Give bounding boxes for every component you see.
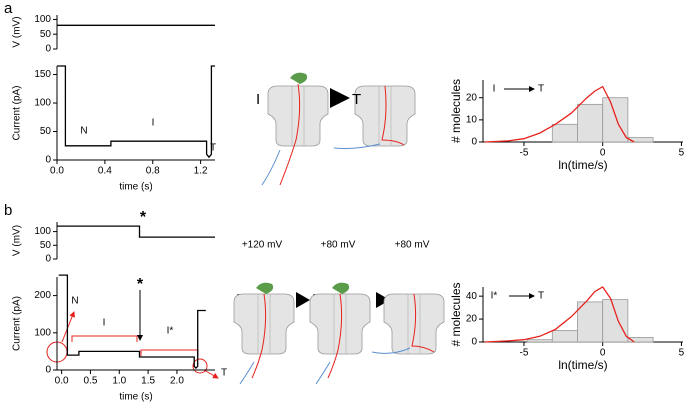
annotation: T [210,143,216,154]
annotation: I* [491,291,498,302]
annotation: I [152,118,155,129]
diagram: I T [256,72,416,186]
y-tick-label: 40 [466,291,478,302]
diagram: +120 mV +80 mV +80 mV I I* T [233,240,445,385]
y-tick-label: 0 [45,155,51,166]
annotation: N [80,126,87,137]
histogram-bar [551,123,578,143]
y-tick-label: 100 [34,98,51,109]
x-tick-label: 0 [600,348,606,359]
x-tick-label: -5 [519,348,528,359]
annotation: I [103,318,106,329]
y-tick-label: 10 [466,114,478,125]
y-tick-label: 20 [466,314,478,325]
voltage-label: +80 mV [395,240,430,251]
x-tick-label: 1.0 [112,376,126,387]
voltage-label: +80 mV [321,240,356,251]
legend-arrow [504,86,535,299]
annotation: T [538,291,544,302]
x-tick-label: 5 [679,348,685,359]
y-tick-label: 200 [34,290,51,301]
y-tick-label: 0 [471,137,477,148]
histogram-bar [577,301,604,343]
y-tick-label: 100 [34,14,51,25]
x-tick-label: 1.2 [194,166,208,177]
histogram-bar [627,337,654,343]
histogram-bar [602,299,629,343]
annotation: T [538,84,544,95]
histogram-bar [551,330,578,343]
y-tick-label: 0 [45,365,51,376]
annotation: * [140,209,147,226]
y-tick-label: 100 [34,327,51,338]
panel-label: b [4,202,12,219]
y-axis-label: Current (pA) [12,296,23,351]
voltage-label: +120 mV [242,240,283,251]
y-tick-label: 100 [34,226,51,237]
x-tick-label: 0.4 [98,166,112,177]
x-tick-label: 0.8 [146,166,160,177]
y-axis-label: V (mV) [12,225,23,256]
fit-curve [484,85,635,143]
trace [57,225,215,238]
state-label: I [256,91,260,108]
annotation: I* [167,326,174,337]
panel-label: a [4,0,13,17]
x-axis-label: ln(time/s) [558,358,607,372]
x-axis-label: ln(time/s) [558,158,607,172]
annotation: T [221,368,227,379]
trace [57,65,215,159]
x-tick-label: 0 [600,148,606,159]
annotation: I [493,84,496,95]
y-tick-label: 0 [45,254,51,265]
histogram-bar [627,137,654,143]
annotation: * [137,276,144,293]
y-axis-label: Current (pA) [12,85,23,140]
fit-curve [484,286,635,343]
histogram-bar [577,103,604,143]
trace [58,274,206,370]
y-tick-label: 150 [34,69,51,80]
histogram-bar [602,97,629,143]
y-tick-label: 50 [40,126,52,137]
y-axis-label: # molecules [449,79,463,143]
y-tick-label: 0 [45,44,51,55]
x-tick-label: 0.0 [55,376,69,387]
x-tick-label: 0.0 [50,166,64,177]
state-label: T [352,91,361,108]
annotation: N [71,296,78,307]
y-tick-label: 20 [466,92,478,103]
x-axis-label: time (s) [119,182,152,193]
y-axis-label: V (mV) [12,16,23,47]
histogram-bar [526,339,553,343]
x-tick-label: 2.0 [170,376,184,387]
y-tick-label: 0 [471,337,477,348]
x-tick-label: 1.5 [141,376,155,387]
y-axis-label: # molecules [449,282,463,346]
x-tick-label: 0.5 [83,376,97,387]
y-tick-label: 50 [40,240,52,251]
x-tick-label: 5 [679,148,685,159]
x-axis-label: time (s) [119,392,152,403]
y-tick-label: 50 [40,29,52,40]
x-tick-label: -5 [519,148,528,159]
